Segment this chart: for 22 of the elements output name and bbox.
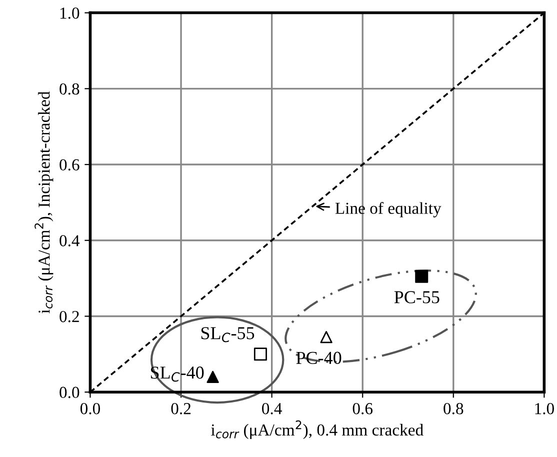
x-axis-title: i$_{corr}$ (μA/cm$^{2}$), 0.4 mm cracked bbox=[211, 420, 424, 440]
annotation: PC-40 bbox=[296, 352, 342, 364]
y-tick-label: 0.0 bbox=[60, 386, 80, 398]
y-tick-label: 1.0 bbox=[60, 7, 80, 19]
x-tick-label: 0.0 bbox=[80, 403, 100, 414]
y-tick-label: 0.6 bbox=[60, 159, 80, 171]
y-axis-title: i$_{corr}$ (μA/cm$^{2}$), Incipient-cracked bbox=[34, 91, 54, 314]
annotation: Line of equality bbox=[335, 202, 442, 218]
y-tick-label: 0.8 bbox=[60, 83, 80, 95]
x-tick-label: 1.0 bbox=[535, 403, 554, 414]
point bbox=[254, 348, 267, 361]
point bbox=[320, 331, 332, 344]
annotation: PC-55 bbox=[394, 291, 440, 304]
point bbox=[206, 370, 219, 384]
x-tick-label: 0.4 bbox=[262, 403, 282, 414]
x-tick-label: 0.2 bbox=[171, 403, 191, 414]
x-tick-label: 0.8 bbox=[444, 403, 464, 414]
y-tick-label: 0.4 bbox=[60, 235, 80, 246]
x-tick-label: 0.6 bbox=[352, 403, 373, 414]
point bbox=[415, 270, 428, 283]
y-tick-label: 0.2 bbox=[60, 310, 79, 322]
annotation: SL$_{C}$-55 bbox=[201, 327, 254, 342]
